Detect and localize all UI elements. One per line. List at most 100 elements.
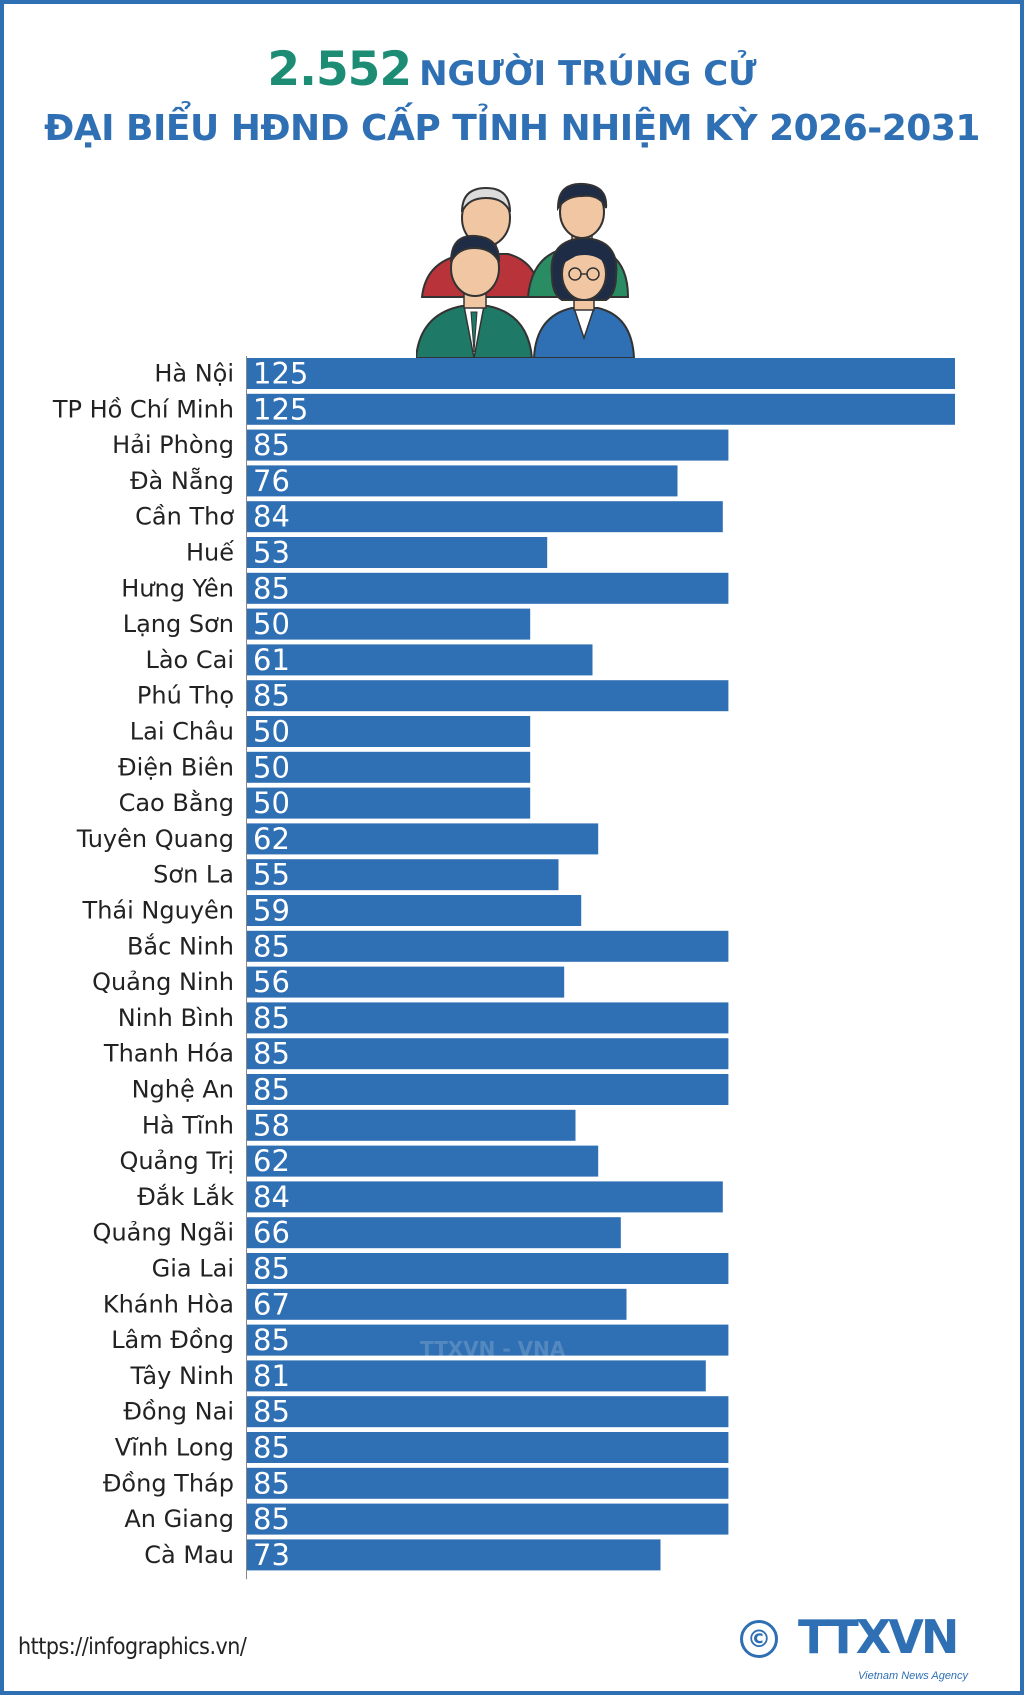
value-label: 85 bbox=[253, 1431, 290, 1465]
category-label: Điện Biên bbox=[118, 753, 234, 781]
footer-url: https://infographics.vn/ bbox=[18, 1634, 247, 1660]
value-label: 50 bbox=[253, 786, 290, 820]
category-label: Hà Nội bbox=[154, 360, 234, 388]
bar bbox=[247, 1181, 723, 1213]
value-label: 85 bbox=[253, 1037, 290, 1071]
value-label: 53 bbox=[253, 536, 290, 570]
bar bbox=[247, 644, 593, 676]
bar bbox=[247, 1074, 729, 1105]
bar bbox=[247, 572, 729, 604]
bar bbox=[247, 465, 678, 497]
bar bbox=[247, 966, 565, 998]
group-of-four-delegates-illustration bbox=[416, 182, 636, 358]
value-label: 61 bbox=[253, 643, 290, 677]
bar bbox=[247, 537, 548, 568]
value-label: 58 bbox=[253, 1108, 290, 1142]
value-label: 85 bbox=[253, 1001, 290, 1035]
value-label: 85 bbox=[253, 929, 290, 963]
category-label: Hải Phòng bbox=[112, 431, 234, 459]
category-label: Cao Bằng bbox=[119, 788, 234, 817]
value-label: 56 bbox=[253, 965, 290, 999]
category-label: Lào Cai bbox=[145, 646, 234, 674]
category-label: Thanh Hóa bbox=[103, 1040, 234, 1068]
bar bbox=[247, 1038, 729, 1070]
value-label: 50 bbox=[253, 607, 290, 641]
bar bbox=[247, 1145, 599, 1177]
value-label: 85 bbox=[253, 1466, 290, 1500]
title-line-2: ĐẠI BIỂU HĐND CẤP TỈNH NHIỆM KỲ 2026-203… bbox=[44, 108, 980, 149]
bar bbox=[247, 1109, 576, 1141]
title-line-1: 2.552 NGƯỜI TRÚNG CỬ bbox=[0, 42, 1024, 97]
watermark: TTXVN - VNA bbox=[420, 1337, 566, 1361]
bar bbox=[247, 751, 531, 783]
category-label: Cà Mau bbox=[144, 1541, 234, 1569]
value-label: 125 bbox=[253, 357, 308, 391]
bar bbox=[247, 680, 729, 712]
value-label: 73 bbox=[253, 1538, 290, 1572]
value-label: 50 bbox=[253, 715, 290, 749]
bar bbox=[247, 429, 729, 461]
category-label: An Giang bbox=[124, 1505, 234, 1533]
value-label: 81 bbox=[253, 1359, 290, 1393]
value-label: 50 bbox=[253, 750, 290, 784]
female-delegate-figure bbox=[532, 236, 636, 358]
value-label: 66 bbox=[253, 1216, 290, 1250]
value-label: 59 bbox=[253, 894, 290, 928]
category-label: Đà Nẵng bbox=[130, 466, 234, 495]
category-label: Đồng Tháp bbox=[103, 1469, 234, 1497]
category-label: Lâm Đồng bbox=[111, 1326, 234, 1354]
category-label: Nghệ An bbox=[132, 1076, 234, 1104]
bar bbox=[247, 1002, 729, 1034]
bar bbox=[247, 1253, 729, 1284]
category-label: Hà Tĩnh bbox=[142, 1111, 234, 1139]
category-label: Ninh Bình bbox=[118, 1004, 234, 1032]
value-label: 85 bbox=[253, 1252, 290, 1286]
bar bbox=[247, 1432, 729, 1463]
bar bbox=[247, 1396, 729, 1428]
value-label: 85 bbox=[253, 1395, 290, 1429]
value-label: 85 bbox=[253, 1502, 290, 1536]
category-label: Lạng Sơn bbox=[123, 610, 234, 638]
bar bbox=[247, 501, 723, 533]
value-label: 85 bbox=[253, 571, 290, 605]
copyright-icon: © bbox=[740, 1620, 778, 1658]
bar bbox=[247, 1467, 729, 1499]
bar bbox=[247, 1539, 661, 1571]
category-label: Bắc Ninh bbox=[127, 931, 234, 960]
bar bbox=[247, 1288, 627, 1320]
category-label: Cần Thơ bbox=[135, 503, 234, 531]
category-label: Quảng Trị bbox=[119, 1147, 234, 1175]
bar bbox=[247, 1217, 621, 1249]
value-label: 125 bbox=[253, 392, 308, 426]
bar bbox=[247, 1324, 729, 1356]
bar bbox=[247, 608, 531, 640]
category-label: Quảng Ngãi bbox=[93, 1219, 234, 1247]
bar bbox=[247, 859, 559, 891]
category-label: Tây Ninh bbox=[130, 1362, 234, 1390]
category-label: Quảng Ninh bbox=[92, 968, 234, 996]
ttxvn-logo-subtext: Vietnam News Agency bbox=[858, 1670, 969, 1682]
category-label: Sơn La bbox=[153, 861, 234, 889]
value-label: 85 bbox=[253, 679, 290, 713]
bar bbox=[247, 1503, 729, 1535]
category-label: Gia Lai bbox=[152, 1255, 234, 1283]
value-label: 85 bbox=[253, 1323, 290, 1357]
bar bbox=[247, 393, 955, 425]
ttxvn-logo: TTXVN bbox=[798, 1610, 959, 1664]
category-label: TP Hồ Chí Minh bbox=[52, 395, 234, 423]
bar bbox=[247, 716, 531, 747]
male-delegate-figure bbox=[416, 234, 534, 358]
category-label: Huế bbox=[186, 539, 234, 567]
category-label: Khánh Hòa bbox=[103, 1290, 234, 1318]
category-label: Tuyên Quang bbox=[76, 825, 234, 853]
value-label: 62 bbox=[253, 1144, 290, 1178]
value-label: 55 bbox=[253, 858, 290, 892]
category-label: Hưng Yên bbox=[121, 574, 234, 602]
value-label: 76 bbox=[253, 464, 290, 498]
value-label: 62 bbox=[253, 822, 290, 856]
bar bbox=[247, 895, 582, 926]
value-label: 84 bbox=[253, 1180, 290, 1214]
category-label: Thái Nguyên bbox=[82, 897, 234, 925]
value-label: 85 bbox=[253, 1073, 290, 1107]
